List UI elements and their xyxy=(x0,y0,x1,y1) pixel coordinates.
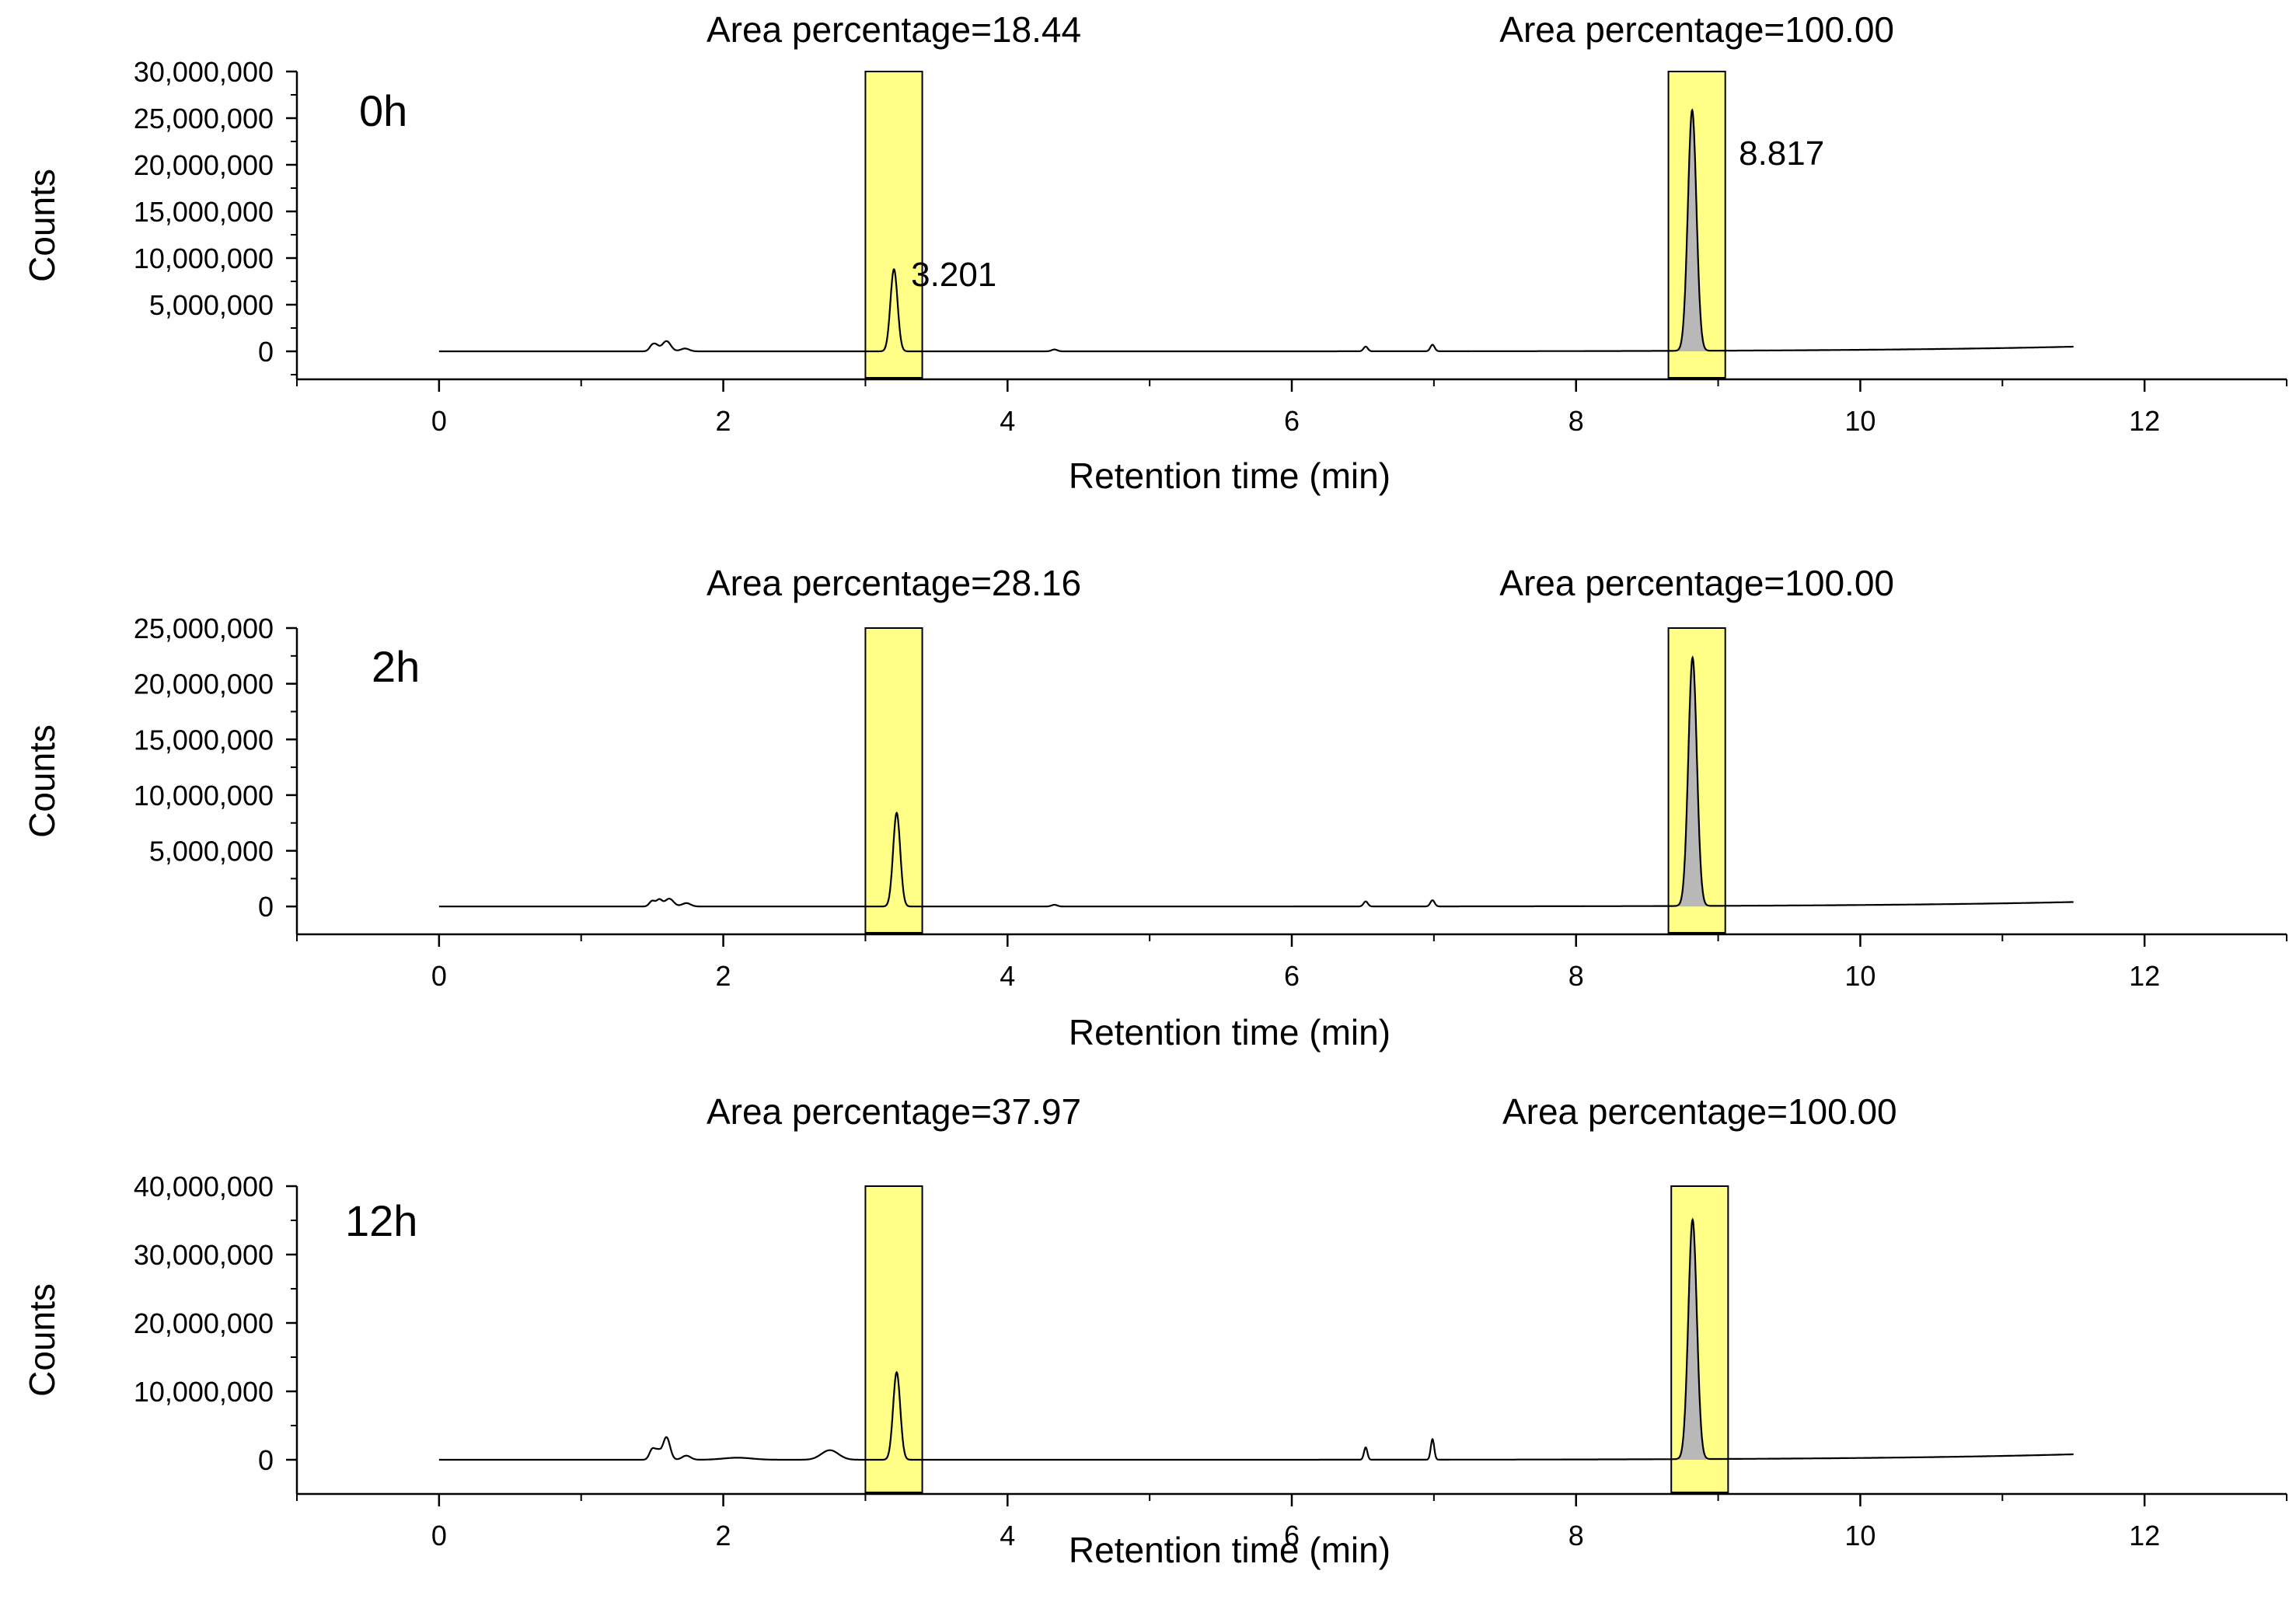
area-percentage-label: Area percentage=37.97 xyxy=(707,1091,1081,1132)
highlight-window xyxy=(864,1185,923,1493)
peak-retention-label: 8.817 xyxy=(1739,134,1824,173)
x-axis-title: Retention time (min) xyxy=(1069,455,1391,496)
x-tick-label: 12 xyxy=(2129,960,2160,992)
x-tick-label: 8 xyxy=(1568,1520,1584,1551)
area-percentage-label: Area percentage=18.44 xyxy=(707,9,1081,50)
x-tick-label: 10 xyxy=(1844,405,1876,437)
y-tick-label: 5,000,000 xyxy=(149,836,274,867)
x-tick-label: 12 xyxy=(2129,405,2160,437)
y-tick-label: 20,000,000 xyxy=(134,1307,274,1339)
y-tick-label: 10,000,000 xyxy=(134,243,274,274)
chromatogram-trace xyxy=(438,655,2074,908)
y-tick-label: 15,000,000 xyxy=(134,196,274,228)
y-tick-label: 20,000,000 xyxy=(134,668,274,700)
chromatogram-trace xyxy=(438,108,2074,353)
x-tick-label: 0 xyxy=(431,405,447,437)
y-tick-label: 10,000,000 xyxy=(134,780,274,811)
x-axis-title: Retention time (min) xyxy=(1069,1530,1391,1570)
y-tick-label: 0 xyxy=(258,1444,274,1476)
x-tick-label: 2 xyxy=(716,960,731,992)
y-tick-label: 10,000,000 xyxy=(134,1376,274,1408)
y-tick-label: 25,000,000 xyxy=(134,103,274,134)
area-percentage-label: Area percentage=100.00 xyxy=(1499,563,1894,603)
panel-time-label: 2h xyxy=(372,642,420,691)
y-tick-label: 30,000,000 xyxy=(134,56,274,88)
area-percentage-label: Area percentage=100.00 xyxy=(1502,1091,1897,1132)
x-tick-label: 10 xyxy=(1844,960,1876,992)
x-tick-label: 10 xyxy=(1844,1520,1876,1551)
chart-panel-2h: Area percentage=28.16 Area percentage=100… xyxy=(22,563,2287,1052)
y-tick-label: 0 xyxy=(258,336,274,368)
y-tick-label: 25,000,000 xyxy=(134,613,274,644)
x-tick-label: 6 xyxy=(1284,405,1300,437)
x-tick-label: 6 xyxy=(1284,960,1300,992)
area-percentage-label: Area percentage=100.00 xyxy=(1499,9,1894,50)
y-axis-title: Counts xyxy=(22,1283,62,1397)
area-percentage-label: Area percentage=28.16 xyxy=(707,563,1081,603)
chart-panel-0h: Area percentage=18.44 Area percentage=100… xyxy=(22,9,2287,496)
x-tick-label: 12 xyxy=(2129,1520,2160,1551)
y-axis-title: Counts xyxy=(22,169,62,282)
panel-time-label: 12h xyxy=(345,1196,417,1245)
y-tick-label: 15,000,000 xyxy=(134,724,274,756)
x-tick-label: 4 xyxy=(1000,405,1015,437)
chart-panel-12h: Area percentage=37.97 Area percentage=100… xyxy=(22,1091,2287,1570)
y-tick-label: 5,000,000 xyxy=(149,289,274,321)
x-tick-label: 2 xyxy=(716,1520,731,1551)
y-tick-label: 30,000,000 xyxy=(134,1239,274,1271)
y-tick-label: 40,000,000 xyxy=(134,1171,274,1202)
y-tick-label: 0 xyxy=(258,891,274,923)
y-axis-title: Counts xyxy=(22,724,62,838)
x-tick-label: 8 xyxy=(1568,405,1584,437)
highlight-window xyxy=(864,71,923,379)
x-tick-label: 4 xyxy=(1000,960,1015,992)
x-tick-label: 0 xyxy=(431,960,447,992)
x-tick-label: 6 xyxy=(1284,1520,1300,1551)
chromatogram-trace xyxy=(438,1217,2074,1461)
y-tick-label: 20,000,000 xyxy=(134,149,274,181)
x-tick-label: 0 xyxy=(431,1520,447,1551)
x-tick-label: 8 xyxy=(1568,960,1584,992)
x-tick-label: 4 xyxy=(1000,1520,1015,1551)
x-tick-label: 2 xyxy=(716,405,731,437)
x-axis-title: Retention time (min) xyxy=(1069,1012,1391,1052)
highlight-window xyxy=(864,627,923,934)
panel-time-label: 0h xyxy=(359,86,407,135)
peak-retention-label: 3.201 xyxy=(911,256,996,294)
